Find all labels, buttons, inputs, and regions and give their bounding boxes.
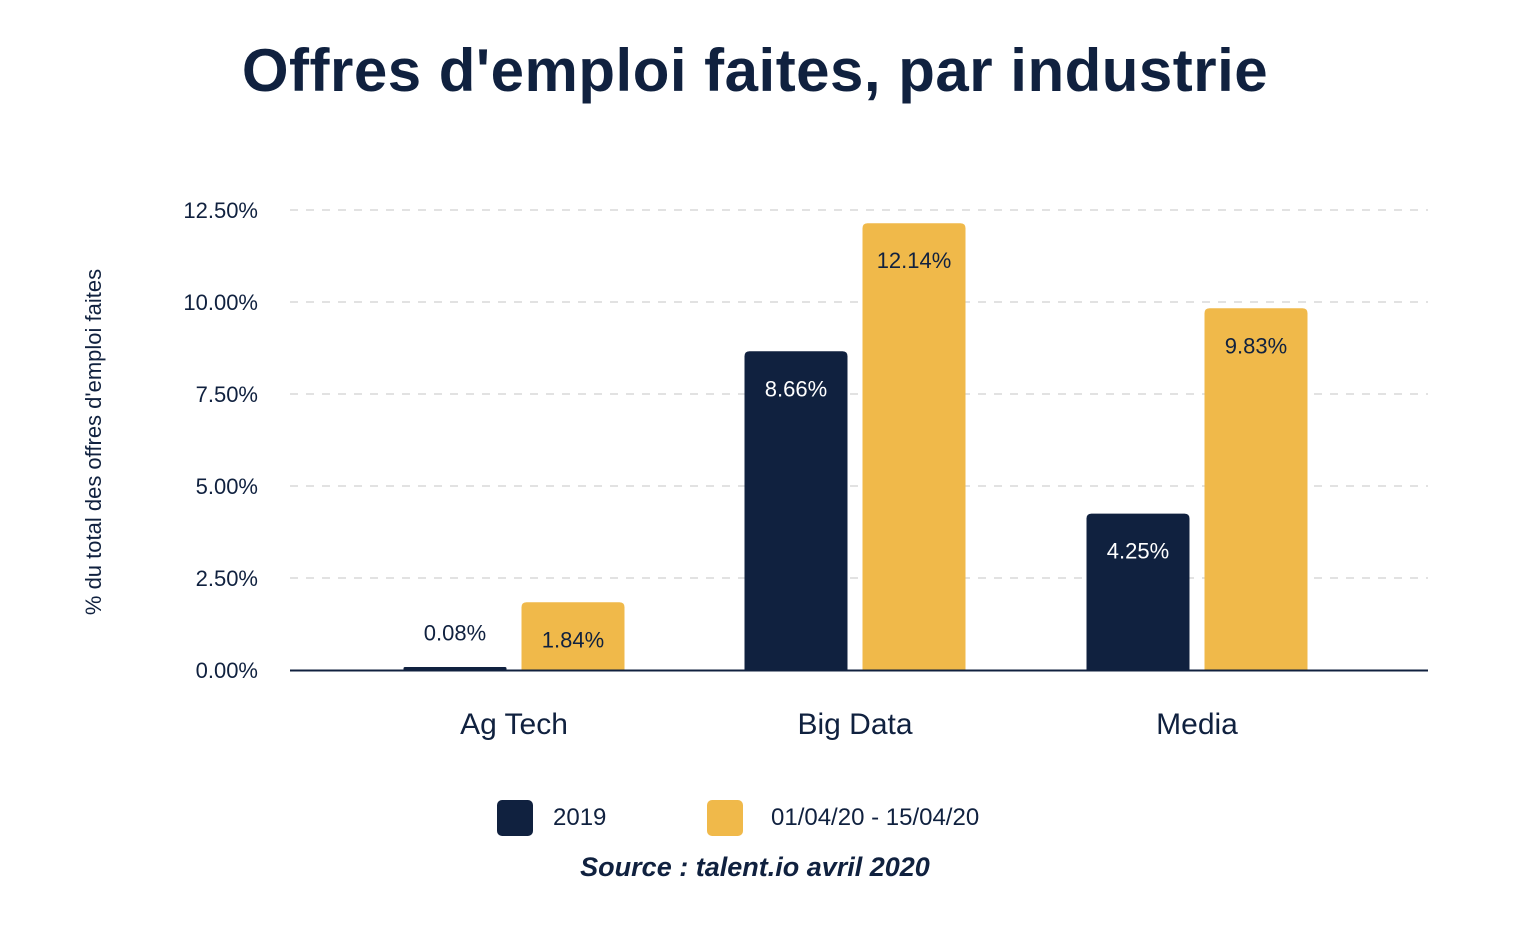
bar-media-series-1 xyxy=(1204,308,1308,670)
y-tick-label: 7.50% xyxy=(196,382,258,407)
y-tick-label: 5.00% xyxy=(196,474,258,499)
data-label: 9.83% xyxy=(1225,333,1287,358)
bar-big-data-series-1 xyxy=(862,223,966,671)
x-tick-label: Ag Tech xyxy=(460,708,568,741)
bar-chart: 0.00% 2.50% 5.00% 7.50% 10.00% 12.50% 0.08% 1.… xyxy=(81,198,1428,741)
data-label: 8.66% xyxy=(765,376,827,401)
y-axis-ticks: 0.00% 2.50% 5.00% 7.50% 10.00% 12.50% xyxy=(183,198,258,683)
legend-label-2019: 2019 xyxy=(553,804,607,831)
legend-swatch-2019 xyxy=(497,800,533,836)
y-tick-label: 12.50% xyxy=(183,198,258,223)
legend-item-2019: 2019 xyxy=(497,800,606,836)
bars xyxy=(403,223,1308,671)
data-label: 4.25% xyxy=(1107,539,1169,564)
legend: 2019 01/04/20 - 15/04/20 xyxy=(0,800,1536,840)
bar-ag-tech-series-1 xyxy=(521,602,625,670)
bar-big-data-series-0 xyxy=(744,351,848,670)
data-labels: 0.08% 1.84% 8.66% 12.14% 4.25% 9.83% xyxy=(424,248,1287,652)
source-note: Source : talent.io avril 2020 xyxy=(580,852,930,882)
y-tick-label: 0.00% xyxy=(196,658,258,683)
chart-title: Offres d'emploi faites, par industrie xyxy=(241,37,1269,104)
legend-item-2020: 01/04/20 - 15/04/20 xyxy=(707,800,979,836)
bar-ag-tech-series-0 xyxy=(403,667,507,670)
x-axis-ticks: Ag Tech Big Data Media xyxy=(460,708,1238,741)
y-axis-label: % du total des offres d'emploi faites xyxy=(81,269,106,615)
data-label: 12.14% xyxy=(877,248,952,273)
data-label: 1.84% xyxy=(542,627,604,652)
y-tick-label: 10.00% xyxy=(183,290,258,315)
legend-label-2020: 01/04/20 - 15/04/20 xyxy=(771,804,980,831)
x-tick-label: Media xyxy=(1156,708,1238,741)
x-tick-label: Big Data xyxy=(797,708,912,741)
data-label: 0.08% xyxy=(424,620,486,645)
legend-swatch-2020 xyxy=(707,800,743,836)
bar-media-series-0 xyxy=(1086,513,1190,670)
y-tick-label: 2.50% xyxy=(196,566,258,591)
